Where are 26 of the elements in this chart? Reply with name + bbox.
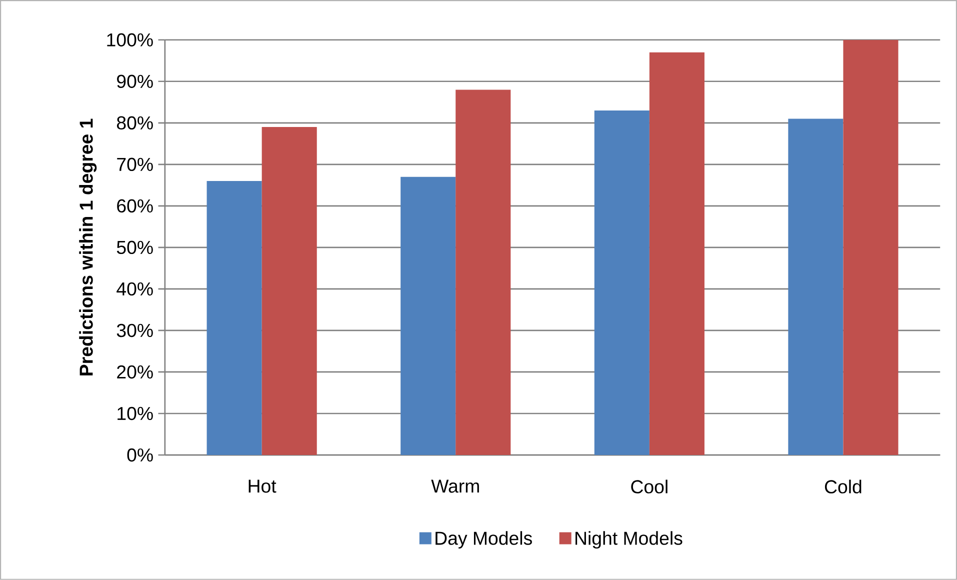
y-tick-label: 0% xyxy=(127,448,153,462)
y-tick-label: 10% xyxy=(118,406,153,420)
bar xyxy=(649,52,704,456)
y-tick-label: 90% xyxy=(117,74,153,88)
y-tick-label: 100% xyxy=(107,33,153,47)
bar xyxy=(456,90,511,456)
bar xyxy=(788,118,844,456)
x-tick-label: Warm xyxy=(431,480,479,493)
bar xyxy=(262,127,317,456)
x-tick-label: Hot xyxy=(248,480,276,493)
bar xyxy=(594,110,650,456)
x-tick-label: Cold xyxy=(824,480,862,494)
bar xyxy=(400,176,456,456)
legend-label: Night Models xyxy=(576,531,682,549)
y-tick-label: 80% xyxy=(116,116,153,130)
y-tick-label: 30% xyxy=(116,324,153,338)
bar xyxy=(206,181,262,456)
y-tick-label: 50% xyxy=(116,240,153,254)
bar xyxy=(843,40,898,456)
y-tick-label: 70% xyxy=(117,158,153,172)
y-tick-label: 40% xyxy=(116,282,153,296)
legend-label: Day Models xyxy=(436,531,532,549)
y-tick-label: 60% xyxy=(117,199,153,213)
x-tick-label: Cool xyxy=(631,480,668,494)
y-axis-title: Predictions within 1 degree 1 xyxy=(79,118,97,376)
y-tick-label: 20% xyxy=(117,365,153,379)
